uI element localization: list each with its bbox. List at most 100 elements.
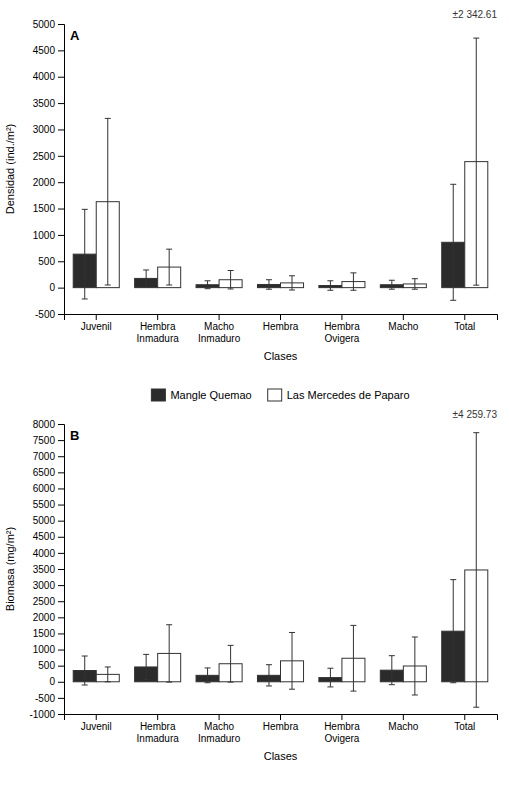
error-bar-stem — [391, 280, 392, 289]
legend-label: Mangle Quemao — [170, 389, 251, 401]
y-tick-mark — [58, 235, 64, 236]
x-tick-mark — [280, 714, 281, 720]
error-bar-cap — [473, 707, 479, 708]
x-tick: Total — [454, 314, 475, 332]
error-bar-cap — [327, 280, 333, 281]
y-tick: -500 — [35, 693, 64, 704]
x-tick-label: HembraOvigera — [324, 321, 360, 344]
y-tick-mark — [58, 488, 64, 489]
error-bar — [205, 668, 211, 683]
y-tick-mark — [58, 440, 64, 441]
error-bar-cap — [389, 280, 395, 281]
error-bar-stem — [268, 280, 269, 289]
x-tick: Juvenil — [81, 714, 112, 732]
error-bar-cap — [327, 290, 333, 291]
error-bar-cap — [228, 645, 234, 646]
y-tick: 5500 — [33, 499, 64, 510]
x-tick-label: Total — [454, 721, 475, 732]
error-bar-stem — [476, 38, 477, 285]
y-tick-mark — [58, 129, 64, 130]
y-tick: 3000 — [33, 580, 64, 591]
error-bar — [105, 667, 111, 682]
error-bar — [450, 184, 456, 300]
x-tick-mark — [157, 714, 158, 720]
error-bar-cap — [412, 278, 418, 279]
error-bar-stem — [169, 249, 170, 285]
error-bar — [289, 276, 295, 290]
error-bar-cap — [166, 249, 172, 250]
error-bar-cap — [289, 290, 295, 291]
error-bar-stem — [207, 668, 208, 683]
annotation: ±4 259.73 — [453, 409, 498, 420]
y-tick-mark — [58, 472, 64, 473]
error-bar-cap — [473, 432, 479, 433]
panel: -500050010001500200025003000350040004500… — [4, 9, 498, 362]
error-bar-cap — [289, 689, 295, 690]
x-tick: MachoInmaduro — [198, 314, 241, 344]
y-tick-label: 500 — [38, 256, 55, 267]
y-tick-label: 0 — [49, 676, 55, 687]
error-bar — [389, 656, 395, 685]
x-axis-line — [65, 715, 498, 721]
x-tick-label: Juvenil — [81, 321, 112, 332]
y-tick-label: 4000 — [33, 71, 56, 82]
y-tick-label: 0 — [49, 282, 55, 293]
y-tick: 0 — [49, 676, 64, 687]
y-tick-mark — [58, 650, 64, 651]
x-tick-label: Total — [454, 321, 475, 332]
y-tick: 3000 — [33, 124, 64, 135]
x-tick-mark — [96, 714, 97, 720]
y-tick-label: 6500 — [33, 467, 56, 478]
y-tick: 7500 — [33, 435, 64, 446]
x-tick-mark — [464, 314, 465, 320]
y-tick: 7000 — [33, 451, 64, 462]
x-tick-label-line: Hembra — [263, 721, 299, 732]
error-bar — [266, 665, 272, 686]
legend-label: Las Mercedes de Paparo — [287, 389, 410, 401]
error-bar — [327, 281, 333, 290]
y-tick: 2500 — [33, 151, 64, 162]
error-bar-cap — [450, 682, 456, 683]
error-bar-stem — [330, 668, 331, 687]
x-tick: Juvenil — [81, 314, 112, 332]
y-tick-label: 1500 — [33, 628, 56, 639]
y-tick: 8000 — [33, 419, 64, 430]
x-tick-label-line: Macho — [388, 721, 418, 732]
y-tick-label: 1000 — [33, 644, 56, 655]
error-bar-stem — [146, 270, 147, 287]
y-tick: -500 — [35, 309, 64, 320]
y-tick-label: 1500 — [33, 203, 56, 214]
x-tick-label: Hembra — [263, 321, 299, 332]
y-tick-label: 7000 — [33, 451, 56, 462]
y-tick: 2000 — [33, 612, 64, 623]
error-bar-stem — [391, 656, 392, 685]
y-tick: 5000 — [33, 515, 64, 526]
y-tick: 4000 — [33, 71, 64, 82]
y-tick-mark — [58, 288, 64, 289]
y-tick-label: 3500 — [33, 98, 56, 109]
x-tick-mark — [96, 314, 97, 320]
error-bar-cap — [450, 579, 456, 580]
y-tick-mark — [58, 156, 64, 157]
error-bar-stem — [330, 281, 331, 290]
y-tick-mark — [58, 103, 64, 104]
y-tick-mark — [58, 314, 64, 315]
x-tick: HembraOvigera — [324, 314, 360, 344]
error-bars — [82, 184, 457, 300]
error-bar-stem — [207, 281, 208, 289]
error-bar-cap — [105, 666, 111, 667]
x-tick-mark — [403, 714, 404, 720]
y-tick: 2500 — [33, 596, 64, 607]
y-tick-mark — [58, 77, 64, 78]
error-bar-cap — [82, 656, 88, 657]
error-bar — [82, 209, 88, 299]
error-bar-cap — [389, 684, 395, 685]
error-bar — [82, 656, 88, 685]
error-bar-cap — [266, 289, 272, 290]
error-bar-cap — [350, 272, 356, 273]
error-bar-stem — [146, 654, 147, 679]
y-axis-line — [58, 425, 65, 715]
y-tick-label: 500 — [38, 660, 55, 671]
y-tick-label: 5000 — [33, 515, 56, 526]
error-bar-stem — [453, 184, 454, 300]
